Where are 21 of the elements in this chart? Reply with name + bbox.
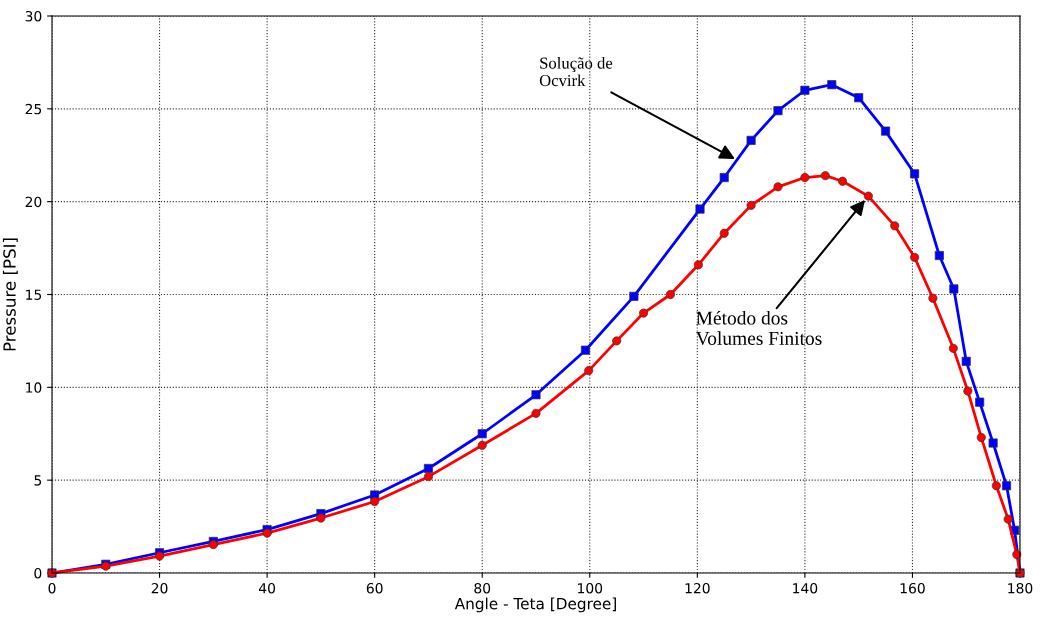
x-tick-label: 0 bbox=[48, 582, 56, 594]
annotation: Solução de Ocvirk bbox=[539, 56, 613, 87]
x-tick-label: 180 bbox=[1008, 582, 1033, 594]
x-tick-label: 100 bbox=[578, 582, 603, 594]
y-axis-title: Pressure [PSI] bbox=[2, 238, 18, 351]
y-tick-label: 0 bbox=[34, 567, 42, 579]
y-tick-label: 30 bbox=[25, 10, 42, 22]
annotation: Método dos Volumes Finitos bbox=[695, 310, 822, 346]
y-tick-label: 5 bbox=[34, 475, 42, 486]
x-tick-label: 80 bbox=[474, 582, 491, 594]
y-tick-label: 20 bbox=[25, 196, 42, 208]
y-tick-label: 25 bbox=[25, 103, 42, 115]
x-tick-label: 60 bbox=[366, 582, 383, 594]
y-tick-label: 15 bbox=[26, 289, 42, 300]
x-tick-label: 160 bbox=[900, 582, 925, 594]
x-tick-label: 20 bbox=[151, 582, 168, 594]
x-axis-title: Angle - Teta [Degree] bbox=[454, 597, 616, 613]
x-tick-label: 40 bbox=[258, 582, 276, 594]
x-tick-label: 120 bbox=[685, 582, 710, 594]
y-tick-label: 10 bbox=[26, 382, 42, 393]
x-tick-label: 140 bbox=[793, 582, 818, 594]
